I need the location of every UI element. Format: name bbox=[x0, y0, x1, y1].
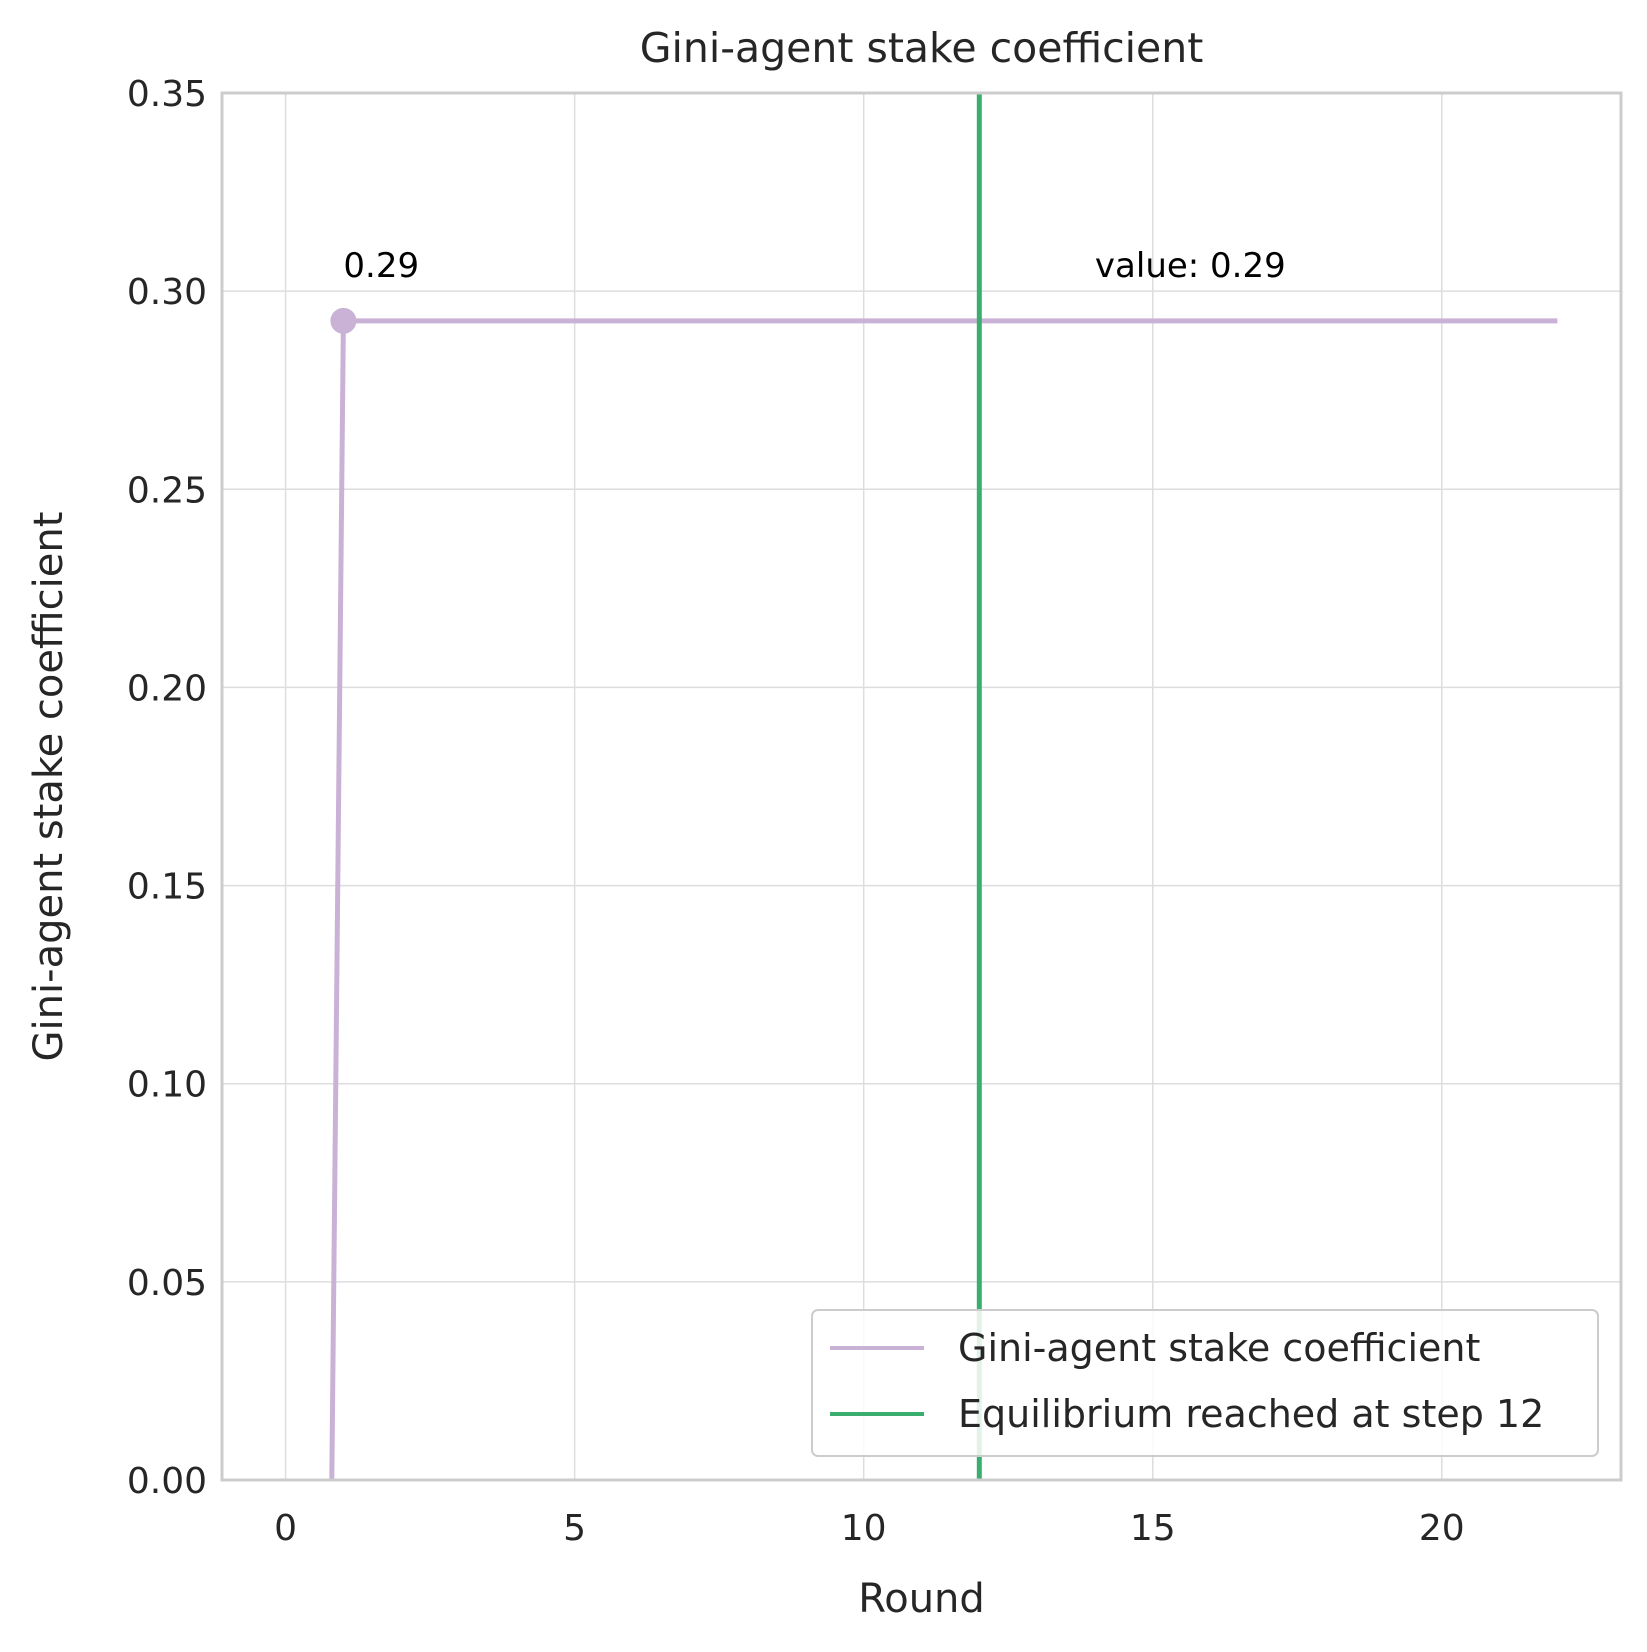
x-tick-label: 0 bbox=[274, 1508, 297, 1549]
legend-box bbox=[811, 1309, 1599, 1457]
y-tick-label: 0.05 bbox=[127, 1263, 207, 1304]
x-tick-label: 10 bbox=[841, 1508, 887, 1549]
y-tick-label: 0.20 bbox=[127, 668, 207, 709]
y-tick-label: 0.30 bbox=[127, 272, 207, 313]
plot-frame bbox=[220, 91, 1623, 1482]
y-tick-label: 0.25 bbox=[127, 470, 207, 511]
plot-data bbox=[329, 93, 1558, 1481]
y-tick-label: 0.10 bbox=[127, 1065, 207, 1106]
y-tick-label: 0.15 bbox=[127, 867, 207, 908]
legend-label-equilibrium: Equilibrium reached at step 12 bbox=[958, 1392, 1544, 1436]
tick-labels: 0 5 10 15 20 0.00 0.05 0.10 0.15 0.20 0.25 0.30 0.35 bbox=[127, 74, 1465, 1549]
x-tick-label: 15 bbox=[1130, 1508, 1176, 1549]
data-point-marker bbox=[330, 307, 357, 334]
x-tick-label: 5 bbox=[563, 1508, 586, 1549]
annotations: 0.29 value: 0.29 bbox=[343, 246, 1285, 286]
x-tick-label: 20 bbox=[1419, 1508, 1465, 1549]
series-line-gini bbox=[329, 318, 1558, 1481]
chart-title: Gini-agent stake coefficient bbox=[640, 24, 1204, 72]
x-axis-title: Round bbox=[858, 1576, 985, 1622]
grid bbox=[222, 92, 1621, 1481]
y-tick-label: 0.00 bbox=[127, 1461, 207, 1502]
y-tick-label: 0.35 bbox=[127, 74, 207, 115]
y-axis-title: Gini-agent stake coefficient bbox=[26, 512, 72, 1062]
annotation-label: 0.29 bbox=[343, 246, 419, 286]
legend: Gini-agent stake coefficient Equilibrium… bbox=[811, 1309, 1599, 1457]
legend-label-gini: Gini-agent stake coefficient bbox=[958, 1326, 1480, 1370]
annotation-label: value: 0.29 bbox=[1095, 246, 1286, 286]
